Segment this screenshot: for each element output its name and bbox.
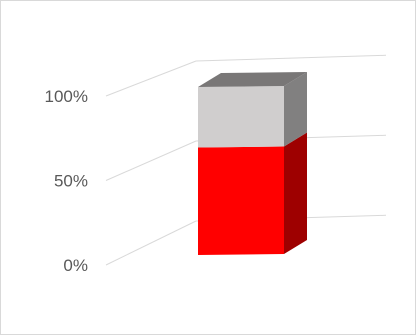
bar-segment-side <box>284 132 307 254</box>
bar-segment-front <box>198 146 284 255</box>
bar-segment-front <box>198 86 284 148</box>
gridline-side <box>105 140 197 181</box>
y-tick-label: 100% <box>45 87 88 106</box>
bar-segment-side <box>284 72 307 147</box>
y-tick-label: 0% <box>63 256 88 275</box>
bars <box>198 72 307 255</box>
y-tick-labels: 0% 50% 100% <box>45 87 88 275</box>
gridline-side <box>105 60 197 97</box>
y-tick-label: 50% <box>54 172 88 191</box>
bar-segment-top <box>198 72 307 87</box>
gridline-back <box>195 54 387 62</box>
gridline-side <box>105 220 197 266</box>
